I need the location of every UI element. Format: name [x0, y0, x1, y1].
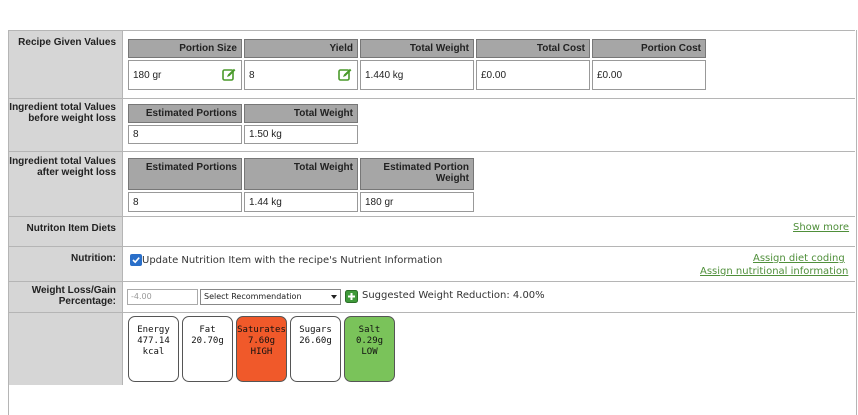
header-total-weight: Total Weight — [244, 104, 358, 123]
label-nutrition-item-diets: Nutriton Item Diets — [9, 217, 123, 246]
label-nutrient-summary — [9, 313, 123, 385]
nutrient-value: 7.60g — [247, 336, 276, 346]
add-icon[interactable] — [345, 290, 358, 303]
cell-total-weight: 1.50 kg — [244, 125, 358, 144]
portion-size-value: 180 gr — [133, 69, 162, 81]
nutrient-value: 26.60g — [299, 336, 332, 346]
edit-icon[interactable] — [338, 68, 352, 82]
row-divider — [8, 216, 855, 217]
row-divider — [8, 246, 855, 247]
assign-nutritional-information-link[interactable]: Assign nutritional information — [700, 266, 849, 277]
header-portion-size: Portion Size — [128, 39, 242, 58]
edit-icon[interactable] — [222, 68, 236, 82]
update-nutrition-label: Update Nutrition Item with the recipe's … — [142, 255, 443, 266]
header-estimated-portions: Estimated Portions — [128, 104, 242, 123]
cell-total-weight: 1.44 kg — [244, 192, 358, 212]
after-weight-loss-grid: Estimated Portions Total Weight Estimate… — [126, 156, 476, 214]
before-weight-loss-grid: Estimated Portions Total Weight 8 1.50 k… — [126, 102, 360, 146]
yield-value: 8 — [249, 69, 255, 81]
header-yield: Yield — [244, 39, 358, 58]
nutrient-salt: Salt 0.29g LOW — [344, 316, 395, 382]
recommendation-select[interactable]: Select Recommendation — [200, 289, 341, 305]
recommendation-select-value: Select Recommendation — [204, 292, 302, 301]
nutrient-name: Sugars — [299, 325, 332, 335]
label-after-weight-loss: Ingredient total Values after weight los… — [9, 152, 123, 216]
cell-total-cost: £0.00 — [476, 60, 590, 90]
header-total-cost: Total Cost — [476, 39, 590, 58]
row-divider — [8, 30, 855, 31]
cell-estimated-portion-weight: 180 gr — [360, 192, 474, 212]
weight-loss-input[interactable]: -4.00 — [127, 289, 198, 305]
cell-portion-size: 180 gr — [128, 60, 242, 90]
nutrient-unit: kcal — [142, 347, 165, 357]
cell-estimated-portions: 8 — [128, 192, 242, 212]
header-total-weight: Total Weight — [244, 158, 358, 190]
cell-portion-cost: £0.00 — [592, 60, 706, 90]
row-divider — [8, 151, 855, 152]
show-more-link[interactable]: Show more — [793, 222, 850, 233]
label-nutrition: Nutrition: — [9, 247, 123, 281]
header-estimated-portions: Estimated Portions — [128, 158, 242, 190]
nutrient-name: Energy — [137, 325, 170, 335]
cell-estimated-portions: 8 — [128, 125, 242, 144]
nutrient-name: Fat — [199, 325, 216, 335]
nutrient-energy: Energy 477.14 kcal — [128, 316, 179, 382]
header-portion-cost: Portion Cost — [592, 39, 706, 58]
nutrient-name: Saturates — [237, 325, 286, 335]
row-divider — [8, 281, 855, 282]
nutrient-value: 477.14 — [137, 336, 170, 346]
recipe-given-grid: Portion Size Yield Total Weight Total Co… — [126, 37, 708, 92]
suggested-weight-reduction: Suggested Weight Reduction: 4.00% — [362, 290, 545, 301]
label-recipe-given-values: Recipe Given Values — [9, 31, 123, 98]
header-estimated-portion-weight: Estimated Portion Weight — [360, 158, 474, 190]
update-nutrition-checkbox[interactable] — [130, 254, 142, 266]
nutrient-name: Salt — [358, 325, 381, 335]
cell-yield: 8 — [244, 60, 358, 90]
label-before-weight-loss: Ingredient total Values before weight lo… — [9, 99, 123, 151]
nutrient-value: 0.29g — [355, 336, 384, 346]
nutrient-sugars: Sugars 26.60g — [290, 316, 341, 382]
label-weight-loss-percentage: Weight Loss/Gain Percentage: — [9, 282, 123, 312]
recipe-values-panel — [8, 30, 857, 415]
nutrient-level: LOW — [361, 347, 378, 357]
assign-diet-coding-link[interactable]: Assign diet coding — [753, 253, 845, 264]
header-total-weight: Total Weight — [360, 39, 474, 58]
chevron-down-icon — [331, 295, 337, 299]
nutrient-fat: Fat 20.70g — [182, 316, 233, 382]
nutrient-level: HIGH — [250, 347, 273, 357]
nutrient-value: 20.70g — [191, 336, 224, 346]
row-divider — [8, 98, 855, 99]
nutrient-saturates: Saturates 7.60g HIGH — [236, 316, 287, 382]
row-divider — [8, 312, 855, 313]
cell-total-weight: 1.440 kg — [360, 60, 474, 90]
check-icon — [132, 257, 140, 264]
